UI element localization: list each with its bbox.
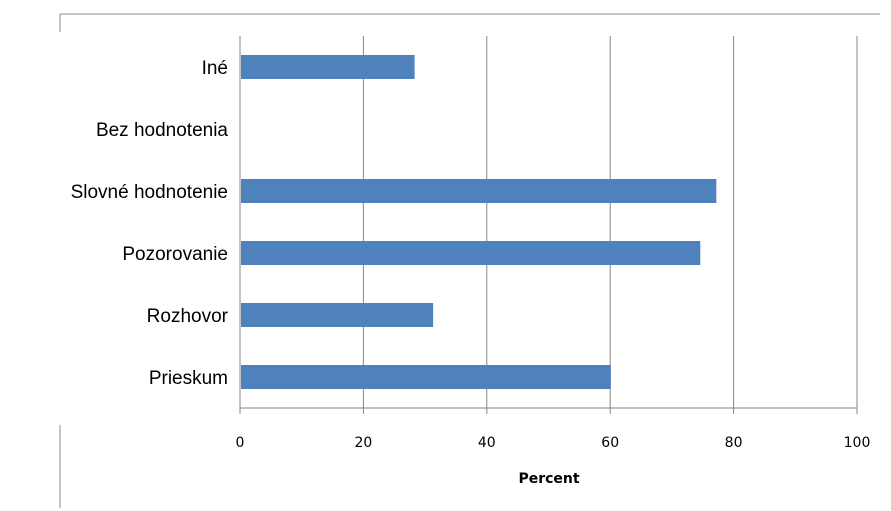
x-tick-label-60: 60: [601, 435, 619, 451]
bars: [241, 55, 717, 389]
x-tick-label-40: 40: [478, 435, 496, 451]
bar-slovn-hodnotenie: [241, 179, 717, 203]
outer-border: [59, 13, 880, 508]
category-label-slovn-hodnotenie: Slovné hodnotenie: [71, 182, 228, 203]
x-axis-title: Percent: [518, 471, 579, 487]
axes: [239, 36, 858, 414]
gridlines: [362, 36, 858, 408]
x-tick-labels: 0 20 40 60 80 100: [236, 435, 871, 451]
x-tick-label-100: 100: [844, 435, 871, 451]
x-tick-label-0: 0: [236, 435, 245, 451]
category-label-bez-hodnotenia: Bez hodnotenia: [96, 120, 228, 141]
x-tick-label-20: 20: [354, 435, 372, 451]
bar-prieskum: [241, 365, 611, 389]
category-labels: Iné Bez hodnotenia Slovné hodnotenie Pozoro…: [71, 58, 229, 389]
category-label-pozorovanie: Pozorovanie: [122, 244, 228, 265]
x-tick-label-80: 80: [725, 435, 743, 451]
bar-pozorovanie: [241, 241, 701, 265]
bar-rozhovor: [241, 303, 434, 327]
category-label-rozhovor: Rozhovor: [147, 306, 229, 327]
bar-in-: [241, 55, 415, 79]
category-label-in-: Iné: [202, 58, 228, 79]
category-label-prieskum: Prieskum: [149, 368, 228, 389]
